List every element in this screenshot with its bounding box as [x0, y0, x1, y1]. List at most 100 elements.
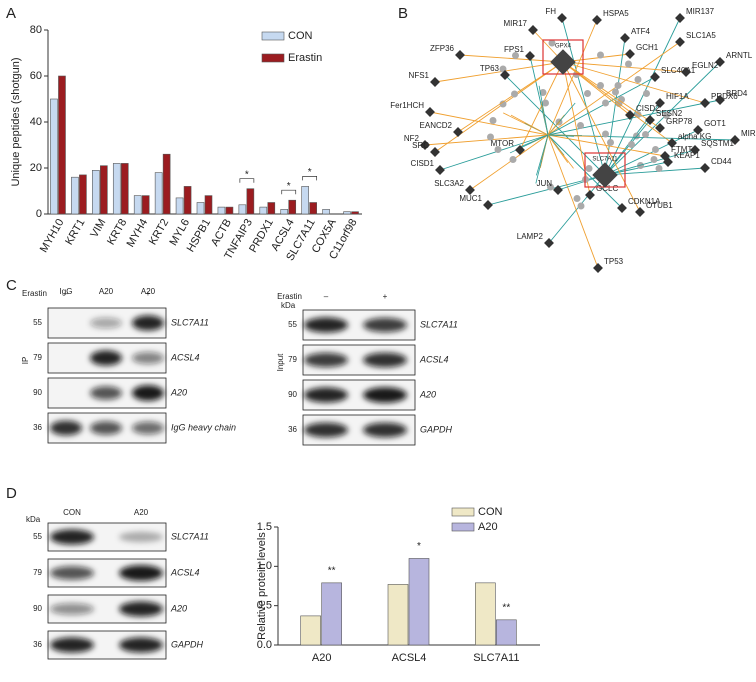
bar: [50, 98, 58, 215]
lane-label: CON: [63, 508, 81, 517]
network-node: [625, 49, 635, 59]
hub-node: [592, 162, 618, 188]
network-node: [515, 145, 525, 155]
blot-band: [50, 420, 82, 436]
bar: [183, 186, 192, 215]
bar: [217, 206, 226, 215]
network-edge: [424, 134, 549, 146]
row-kda: 90: [33, 604, 42, 613]
blot-band: [90, 350, 122, 366]
network-edge: [547, 121, 561, 136]
network-label: MIR17: [503, 19, 527, 28]
network-node-small: [547, 183, 554, 191]
row-kda: 36: [288, 425, 297, 434]
network-edge: [604, 61, 721, 176]
network-node: [420, 140, 430, 150]
network-edge: [548, 174, 606, 244]
network-label: BRD4: [726, 89, 748, 98]
blot-band: [132, 421, 164, 435]
network-node-small: [614, 82, 622, 89]
row-label: A20: [170, 603, 187, 613]
network-node-small: [584, 90, 591, 97]
network-node: [617, 203, 627, 213]
network-edge: [547, 134, 569, 163]
panel-label: B: [398, 5, 408, 22]
network-label: SLC1A5: [686, 31, 716, 40]
network-edge: [434, 61, 564, 83]
blot-band: [304, 352, 348, 368]
network-node: [660, 151, 670, 161]
network-label: FH: [545, 7, 556, 16]
x-tick-label: MYH4: [125, 217, 151, 249]
network-node: [715, 57, 725, 67]
network-node: [528, 25, 538, 35]
lane-label: IgG: [60, 287, 73, 296]
hub-label: GPX4: [555, 44, 572, 50]
network-label: Fer1HCH: [390, 101, 424, 110]
network-label: SLC40A1: [661, 66, 696, 75]
network-edge: [547, 134, 574, 137]
row-label: GAPDH: [171, 639, 204, 649]
network-label: ATF4: [631, 27, 651, 36]
blot-band: [90, 317, 122, 329]
network-label: ARNTL: [726, 51, 753, 60]
row-kda: 55: [33, 318, 42, 327]
network-node-small: [625, 60, 632, 68]
blot-band: [119, 565, 163, 581]
bar: [267, 202, 276, 215]
network-node: [635, 207, 645, 217]
blot-band: [363, 387, 407, 403]
unit-label: kDa: [26, 515, 41, 524]
bar: [196, 202, 205, 215]
blot-band: [304, 387, 348, 403]
bar: [79, 174, 87, 215]
x-tick-label: KRT1: [63, 217, 87, 247]
blot-band: [119, 637, 163, 653]
network-node-small: [634, 76, 642, 83]
treatment-sign: +: [146, 289, 151, 298]
bar: [259, 206, 268, 215]
network-label: OTUB1: [646, 201, 673, 210]
network-node: [453, 127, 463, 137]
hub-node: [550, 49, 576, 75]
x-tick-label: ACSL4: [392, 652, 427, 664]
network-node-small: [542, 99, 549, 107]
network-label: FPS1: [504, 45, 525, 54]
network-node-small: [652, 146, 659, 153]
network-edge: [547, 134, 599, 269]
network-label: SQSTM1: [701, 139, 734, 148]
network-label: SRC: [412, 141, 429, 150]
network-label: alpha KG: [678, 132, 711, 141]
blot-band: [304, 317, 348, 333]
network-edge: [457, 61, 564, 133]
network-node: [730, 135, 740, 145]
row-kda: 36: [33, 640, 42, 649]
row-label: A20: [419, 389, 436, 399]
network-node-small: [602, 130, 609, 138]
bar: [496, 619, 517, 646]
network-node-small: [499, 100, 507, 108]
treatment-sign: +: [383, 292, 388, 301]
bar: [58, 75, 66, 215]
network-node: [700, 98, 710, 108]
network-label: KEAP1: [674, 151, 700, 160]
row-kda: 90: [33, 388, 42, 397]
network-edge: [562, 61, 673, 144]
blot-band: [50, 637, 94, 653]
network-node-small: [548, 39, 556, 47]
network-node: [667, 138, 677, 148]
legend-label: Erastin: [288, 52, 322, 64]
significance-mark: **: [328, 565, 336, 576]
network-node: [430, 77, 440, 87]
network-edge: [504, 74, 606, 176]
y-tick-label: 20: [30, 162, 42, 174]
network-node: [655, 123, 665, 133]
network-edge: [547, 76, 656, 136]
network-edge: [604, 149, 696, 176]
network-label: FTMT: [671, 145, 692, 154]
y-tick-label: 1.5: [257, 521, 272, 533]
network-label: GRP78: [666, 117, 693, 126]
blot-band: [132, 352, 164, 364]
significance-bracket: [302, 176, 318, 181]
